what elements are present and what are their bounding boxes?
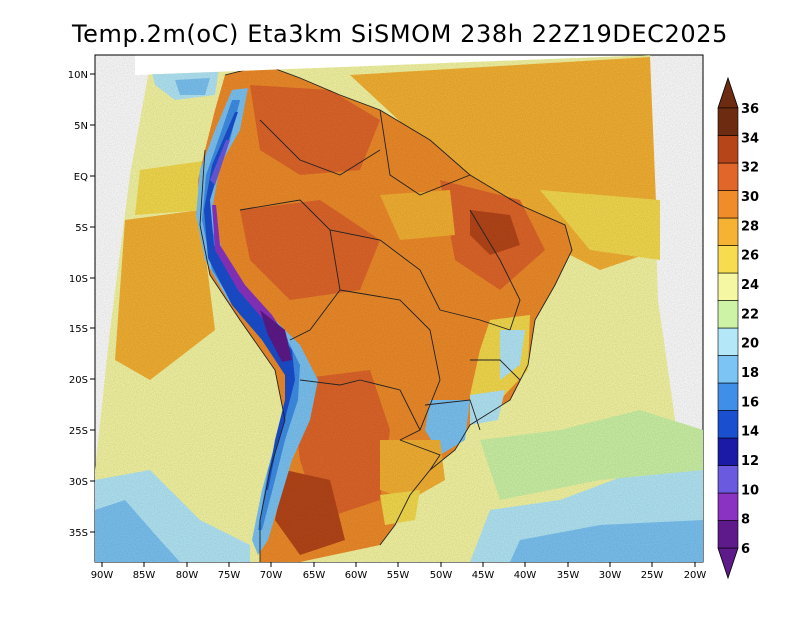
colorbar-label: 18 [741, 366, 759, 381]
latitude-axis: 10N 5N EQ 5S 10S 15S 20S 25S 30S 35S [68, 70, 95, 539]
colorbar-segment [717, 107, 739, 136]
colorbar-label: 12 [741, 454, 759, 469]
lon-label-70w: 70W [260, 570, 283, 581]
colorbar-segment [717, 327, 739, 356]
colorbar-label: 36 [741, 102, 759, 117]
lon-label-75w: 75W [218, 570, 241, 581]
lat-label-25s: 25S [69, 426, 88, 437]
lon-label-50w: 50W [430, 570, 453, 581]
colorbar-label: 10 [741, 483, 759, 498]
lon-label-60w: 60W [345, 570, 368, 581]
colorbar-segment [717, 492, 739, 521]
lat-label-20s: 20S [69, 375, 88, 386]
colorbar-label: 24 [741, 278, 759, 293]
colorbar-segment [717, 465, 739, 494]
lon-label-20w: 20W [684, 570, 707, 581]
colorbar: 6 8 10 12 14 16 18 20 22 24 26 28 30 32 34 36 [717, 76, 759, 580]
colorbar-segment [717, 300, 739, 329]
colorbar-label: 8 [741, 513, 750, 528]
country-borders [199, 64, 573, 562]
lat-label-eq: EQ [74, 172, 88, 183]
longitude-axis: 90W 85W 80W 75W 70W 65W 60W 55W 50W 45W … [91, 562, 707, 581]
colorbar-segment [717, 520, 739, 549]
lon-label-30w: 30W [599, 570, 622, 581]
colorbar-segment [717, 190, 739, 219]
lon-label-80w: 80W [176, 570, 199, 581]
lon-label-65w: 65W [303, 570, 326, 581]
lon-label-90w: 90W [91, 570, 114, 581]
lat-label-10n: 10N [68, 70, 88, 81]
colorbar-segment [717, 135, 739, 164]
lat-label-15s: 15S [69, 324, 88, 335]
lon-label-55w: 55W [387, 570, 410, 581]
colorbar-label: 28 [741, 219, 759, 234]
colorbar-segment [717, 245, 739, 274]
colorbar-segment [717, 410, 739, 439]
colorbar-label: 30 [741, 190, 759, 205]
colorbar-segment [717, 382, 739, 411]
colorbar-label: 26 [741, 249, 759, 264]
lon-label-25w: 25W [641, 570, 664, 581]
lat-label-10s: 10S [69, 274, 88, 285]
colorbar-label: 16 [741, 395, 759, 410]
colorbar-label: 14 [741, 425, 759, 440]
colorbar-label: 22 [741, 307, 759, 322]
colorbar-high-arrow [717, 76, 739, 109]
lat-label-5s: 5S [75, 223, 88, 234]
map-panel: 10N 5N EQ 5S 10S 15S 20S 25S 30S 35S [68, 54, 707, 581]
map-title: Temp.2m(oC) Eta3km SiSMOM 238h 22Z19DEC2… [71, 20, 728, 48]
colorbar-label: 32 [741, 161, 759, 176]
lon-label-35w: 35W [557, 570, 580, 581]
colorbar-label: 34 [741, 131, 759, 146]
temperature-field [95, 55, 703, 562]
colorbar-label: 20 [741, 337, 759, 352]
colorbar-low-arrow [717, 547, 739, 580]
colorbar-segment [717, 217, 739, 246]
colorbar-label: 6 [741, 542, 750, 557]
lat-label-5n: 5N [74, 121, 88, 132]
colorbar-segment [717, 272, 739, 301]
lon-label-40w: 40W [514, 570, 537, 581]
lat-label-35s: 35S [69, 528, 88, 539]
colorbar-segment [717, 162, 739, 191]
colorbar-segment [717, 437, 739, 466]
colorbar-segment [717, 355, 739, 384]
lon-label-45w: 45W [472, 570, 495, 581]
lat-label-30s: 30S [69, 477, 88, 488]
lon-label-85w: 85W [133, 570, 156, 581]
